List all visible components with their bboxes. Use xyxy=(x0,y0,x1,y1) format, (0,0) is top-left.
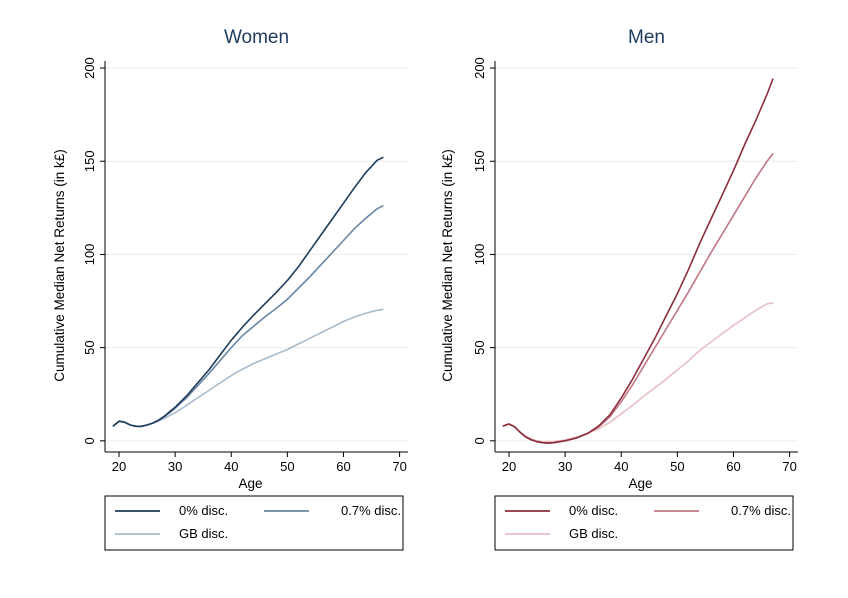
y-tick-label: 150 xyxy=(472,150,487,172)
y-tick-label: 200 xyxy=(472,57,487,79)
legend-label-2: GB disc. xyxy=(569,526,618,541)
y-axis-title: Cumulative Median Net Returns (in k£) xyxy=(440,149,455,382)
x-tick-label: 60 xyxy=(726,459,740,474)
men-panel: 0 50 100 150 200 20 30 40 50 60 70 Age Cumulative Me… xyxy=(440,27,798,551)
x-tick-label: 30 xyxy=(168,459,182,474)
x-axis-title: Age xyxy=(628,476,652,491)
series-line-1 xyxy=(112,205,384,428)
y-tick-label: 100 xyxy=(472,244,487,266)
x-tick-label: 70 xyxy=(782,459,796,474)
x-tick-label: 40 xyxy=(224,459,238,474)
panel-title: Men xyxy=(628,27,665,48)
x-tick-label: 20 xyxy=(502,459,516,474)
series-line-1 xyxy=(502,153,774,444)
series-line-2 xyxy=(502,302,774,443)
x-tick-label: 30 xyxy=(558,459,572,474)
legend-label-0: 0% disc. xyxy=(179,503,228,518)
x-tick-label: 60 xyxy=(336,459,350,474)
y-tick-label: 50 xyxy=(82,340,97,354)
legend-label-1: 0.7% disc. xyxy=(731,503,791,518)
x-tick-label: 70 xyxy=(392,459,406,474)
legend-label-0: 0% disc. xyxy=(569,503,618,518)
legend-label-1: 0.7% disc. xyxy=(341,503,401,518)
x-tick-label: 50 xyxy=(670,459,684,474)
y-tick-label: 50 xyxy=(472,340,487,354)
legend xyxy=(494,495,794,551)
legend xyxy=(104,495,404,551)
legend-label-2: GB disc. xyxy=(179,526,228,541)
series-line-2 xyxy=(112,308,384,428)
x-axis-title: Age xyxy=(238,476,262,491)
y-tick-label: 100 xyxy=(82,244,97,266)
x-tick-label: 50 xyxy=(280,459,294,474)
x-tick-label: 20 xyxy=(112,459,126,474)
series-line-0 xyxy=(502,78,774,444)
y-tick-label: 150 xyxy=(82,150,97,172)
y-tick-label: 200 xyxy=(82,57,97,79)
x-tick-label: 40 xyxy=(614,459,628,474)
panel-title: Women xyxy=(224,27,289,48)
women-panel: 0 50 100 150 200 20 30 40 50 60 70 Age Cumulative Me… xyxy=(52,27,408,551)
y-axis-title: Cumulative Median Net Returns (in k£) xyxy=(52,149,67,382)
series-line-0 xyxy=(112,156,384,428)
y-tick-label: 0 xyxy=(472,437,487,444)
y-tick-label: 0 xyxy=(82,437,97,444)
